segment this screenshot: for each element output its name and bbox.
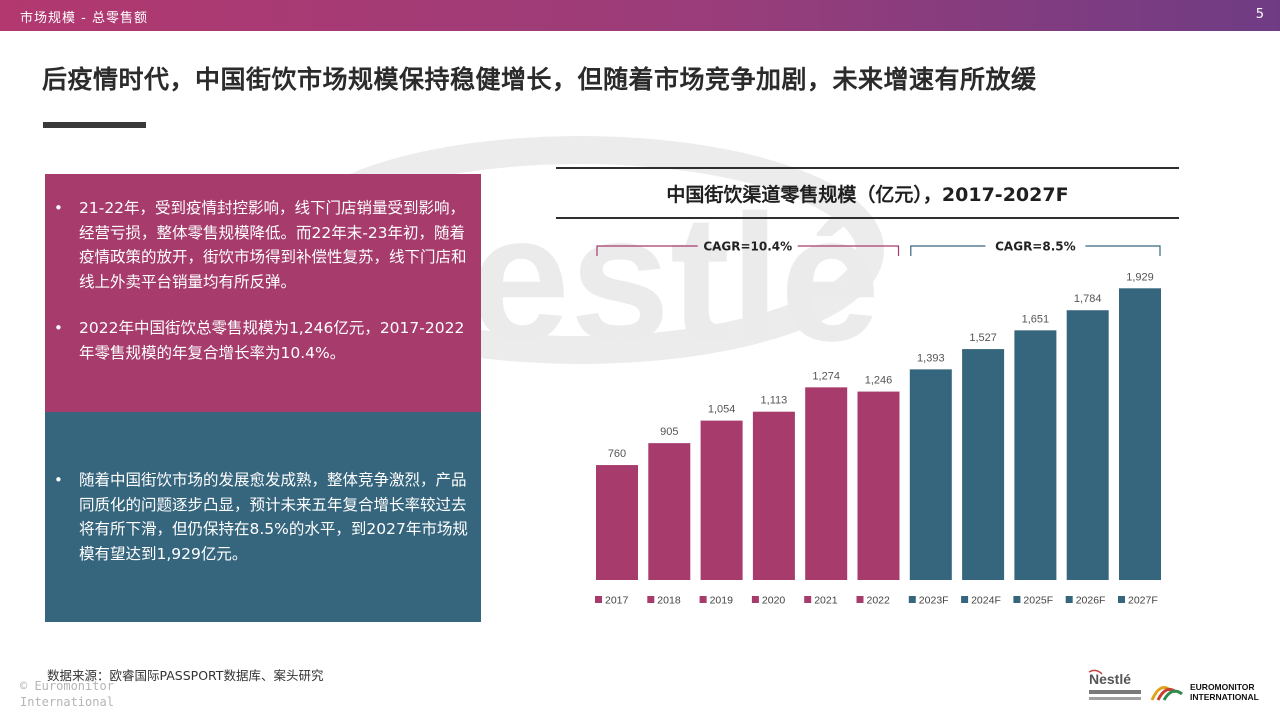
nestle-logo-text: Nestlé: [1089, 671, 1131, 687]
legend-label-2023F: 2023F: [919, 595, 949, 607]
page-number: 5: [1255, 7, 1264, 22]
bar-2027F: [1119, 288, 1161, 580]
cagr-bracket-left-1: [910, 245, 986, 256]
outlook-panel: 随着中国街饮市场的发展愈发成熟，整体竞争激烈，产品同质化的问题逐步凸显，预计未来…: [45, 412, 481, 622]
data-source: 数据来源：欧睿国际PASSPORT数据库、案头研究: [47, 668, 324, 683]
legend-label-2022: 2022: [867, 595, 891, 607]
bar-2020: [752, 411, 795, 580]
retail-size-bar-chart: 760 905 1,054 1,113 1,274 1,246 1,393 1,527 1,65…: [595, 240, 1161, 607]
cagr-bracket-left-0: [596, 245, 698, 256]
bar-2024F: [962, 349, 1005, 580]
legend-swatch-2024F: [961, 596, 969, 603]
copyright: © Euromonitor International: [20, 678, 114, 710]
nestle-logo: Nestlé: [1088, 669, 1141, 700]
value-label-2025F: 1,651: [1022, 313, 1050, 325]
chart-title-rule: [556, 217, 1179, 219]
value-label-2022: 1,246: [865, 375, 893, 387]
bar-2026F: [1066, 310, 1109, 580]
legend-label-2024F: 2024F: [971, 595, 1001, 607]
legend-label-2019: 2019: [710, 595, 734, 607]
headline-underline: [43, 122, 146, 128]
chart-top-rule: [556, 167, 1179, 169]
legend-swatch-2025F: [1013, 596, 1021, 603]
value-label-2026F: 1,784: [1074, 293, 1102, 305]
legend-swatch-2018: [647, 596, 655, 603]
legend-label-2018: 2018: [657, 595, 681, 607]
legend-label-2025F: 2025F: [1023, 595, 1053, 607]
value-label-2018: 905: [660, 426, 678, 438]
bar-2017: [596, 465, 638, 580]
legend-swatch-2020: [751, 596, 759, 603]
bar-2022: [857, 391, 900, 580]
legend-swatch-2017: [595, 596, 602, 603]
euromonitor-word: EUROMONITOR: [1190, 682, 1255, 692]
bar-2025F: [1014, 330, 1057, 580]
legend-label-2017: 2017: [605, 595, 629, 607]
international-word: INTERNATIONAL: [1190, 692, 1259, 702]
legend-swatch-2026F: [1065, 596, 1073, 603]
legend-swatch-2023F: [908, 596, 916, 603]
legend-swatch-2021: [804, 596, 812, 603]
legend-label-2026F: 2026F: [1076, 595, 1106, 607]
cagr-label-0: CAGR=10.4%: [703, 240, 792, 254]
copyright-line-1: © Euromonitor: [20, 679, 114, 693]
legend-label-2027F: 2027F: [1128, 595, 1158, 607]
value-label-2023F: 1,393: [917, 352, 945, 364]
cagr-label-1: CAGR=8.5%: [995, 240, 1076, 254]
bar-2021: [805, 387, 848, 580]
bar-2019: [700, 420, 743, 580]
copyright-line-2: International: [20, 695, 114, 709]
bullet-covid-impact: 21-22年，受到疫情封控影响，线下门店销量受到影响，经营亏损，整体零售规模降低…: [45, 196, 481, 294]
euromonitor-mark-icon: [1150, 686, 1183, 701]
chart-title: 中国街饮渠道零售规模（亿元），2017-2027F: [666, 184, 1069, 206]
legend-label-2020: 2020: [762, 595, 786, 607]
legend-swatch-2019: [699, 596, 707, 603]
euromonitor-logo: EUROMONITOR INTERNATIONAL: [1150, 678, 1270, 704]
value-label-2017: 760: [608, 448, 626, 460]
bar-2018: [648, 443, 691, 580]
legend-swatch-2022: [856, 596, 864, 603]
legend-swatch-2027F: [1118, 596, 1125, 603]
value-label-2020: 1,113: [761, 395, 788, 407]
page-headline: 后疫情时代，中国街饮市场规模保持稳健增长，但随着市场竞争加剧，未来增速有所放缓: [42, 65, 1037, 94]
value-label-2021: 1,274: [812, 370, 840, 382]
bar-2023F: [909, 369, 952, 580]
cagr-bracket-right-0: [797, 245, 900, 256]
value-label-2024F: 1,527: [969, 332, 997, 344]
top-bar: 市场规模 - 总零售额 5: [0, 0, 1280, 31]
context-panel: 21-22年，受到疫情封控影响，线下门店销量受到影响，经营亏损，整体零售规模降低…: [45, 174, 481, 412]
section-label: 市场规模 - 总零售额: [20, 11, 148, 26]
bullet-2022-size: 2022年中国街饮总零售规模为1,246亿元，2017-2022年零售规模的年复…: [45, 316, 481, 365]
value-label-2019: 1,054: [708, 404, 736, 416]
legend-label-2021: 2021: [814, 595, 838, 607]
value-label-2027F: 1,929: [1126, 271, 1154, 283]
bullet-outlook: 随着中国街饮市场的发展愈发成熟，整体竞争激烈，产品同质化的问题逐步凸显，预计未来…: [45, 468, 481, 566]
cagr-bracket-right-1: [1085, 245, 1161, 256]
